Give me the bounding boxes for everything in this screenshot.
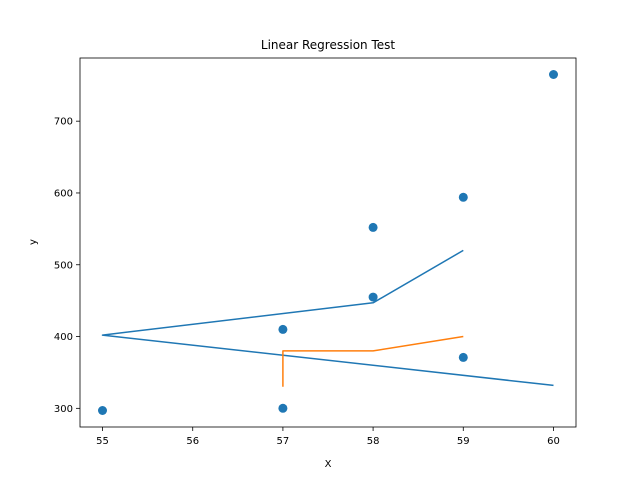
plot-frame <box>79 57 577 428</box>
x-tick-label: 55 <box>96 436 109 447</box>
x-axis: 55 56 57 58 59 60 <box>96 427 560 447</box>
scatter-point-2 <box>278 324 288 334</box>
scatter-point-1 <box>98 406 107 415</box>
y-tick-label: 700 <box>54 117 73 128</box>
y-tick-label: 500 <box>54 260 73 271</box>
x-tick-label: 59 <box>457 436 470 447</box>
y-tick-label: 300 <box>54 404 73 415</box>
x-tick-label: 56 <box>186 436 199 447</box>
y-tick-label: 400 <box>54 332 73 343</box>
x-axis-label: X <box>325 459 332 470</box>
scatter-point-4 <box>368 222 378 232</box>
scatter-point-8 <box>549 70 558 79</box>
scatter-point-6 <box>458 192 468 202</box>
chart-title: Linear Regression Test <box>261 38 395 52</box>
scatter-point-3 <box>278 403 288 413</box>
series-line-2 <box>282 335 464 387</box>
scatter-point-7 <box>458 352 468 362</box>
y-tick-label: 600 <box>54 188 73 199</box>
plot-area <box>98 70 558 415</box>
x-tick-label: 58 <box>367 436 380 447</box>
y-axis-label: y <box>28 239 39 245</box>
series-line-1 <box>101 249 554 387</box>
scatter-point-5 <box>368 292 378 302</box>
x-tick-label: 60 <box>547 436 560 447</box>
y-axis: 300 400 500 600 700 <box>54 117 80 415</box>
x-tick-label: 57 <box>277 436 290 447</box>
